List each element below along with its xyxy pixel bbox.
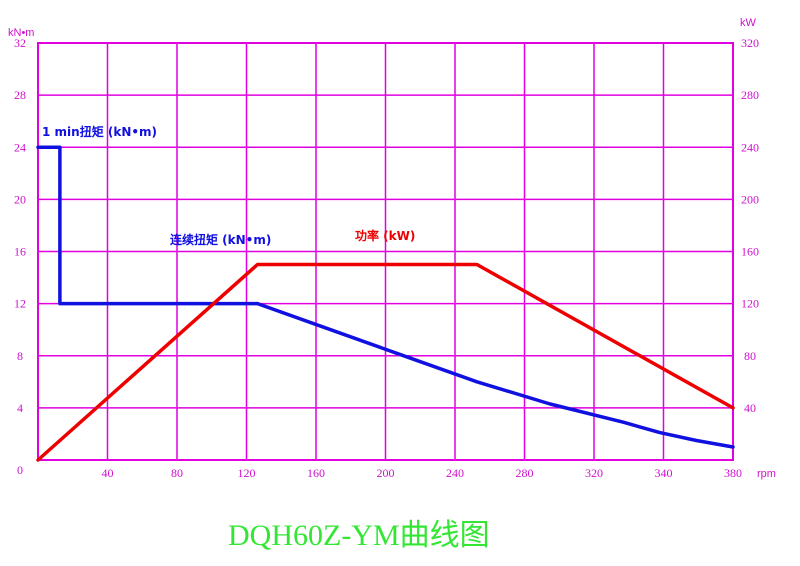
y-right-tick-label: 280: [741, 88, 759, 102]
x-tick-label: 280: [516, 466, 534, 480]
series-layer: [36, 145, 735, 462]
x-tick-label: 160: [307, 466, 325, 480]
y-left-tick-label: 0: [17, 463, 23, 477]
legend-continuous-torque: 连续扭矩 (kN•m): [170, 232, 271, 247]
y-right-tick-label: 80: [744, 349, 756, 363]
y-left-tick-label: 16: [14, 245, 26, 259]
y-right-tick-label: 200: [741, 192, 759, 206]
x-axis-unit: rpm: [757, 468, 776, 480]
y-left-tick-label: 28: [14, 88, 26, 102]
legend-1min-torque: 1 min扭矩 (kN•m): [42, 124, 157, 139]
series-line-power: [36, 262, 735, 462]
y-right-tick-label: 160: [741, 245, 759, 259]
y-left-tick-label: 4: [17, 401, 23, 415]
tick-labels: 40 80 120 160 200 240 280 320 340 380 0 4 8 12 16 20 24 2…: [14, 36, 759, 480]
y-right-tick-label: 120: [741, 297, 759, 311]
legend-power: 功率 (kW): [355, 228, 415, 243]
y-right-tick-label: 40: [744, 401, 756, 415]
y-left-tick-label: 12: [14, 297, 26, 311]
grid: [37, 42, 734, 461]
x-tick-label: 40: [102, 466, 114, 480]
y-left-tick-label: 32: [14, 36, 26, 50]
y-right-tick-label: 320: [741, 36, 759, 50]
x-tick-label: 200: [377, 466, 395, 480]
x-tick-label: 320: [585, 466, 603, 480]
x-tick-label: 80: [171, 466, 183, 480]
y-left-tick-label: 20: [14, 192, 26, 206]
y-right-tick-label: 240: [741, 140, 759, 154]
x-tick-label: 120: [238, 466, 256, 480]
y-left-tick-label: 24: [14, 140, 26, 154]
series-line-1min-torque: [36, 145, 260, 306]
y-axis-left-unit: kN•m: [8, 27, 34, 39]
x-tick-label: 340: [655, 466, 673, 480]
x-tick-label: 240: [446, 466, 464, 480]
series-line-continuous-torque: [255, 301, 735, 449]
chart-title: DQH60Z-YM曲线图: [228, 519, 490, 552]
x-tick-label: 380: [724, 466, 742, 480]
y-left-tick-label: 8: [17, 349, 23, 363]
y-axis-right-unit: kW: [740, 17, 757, 29]
